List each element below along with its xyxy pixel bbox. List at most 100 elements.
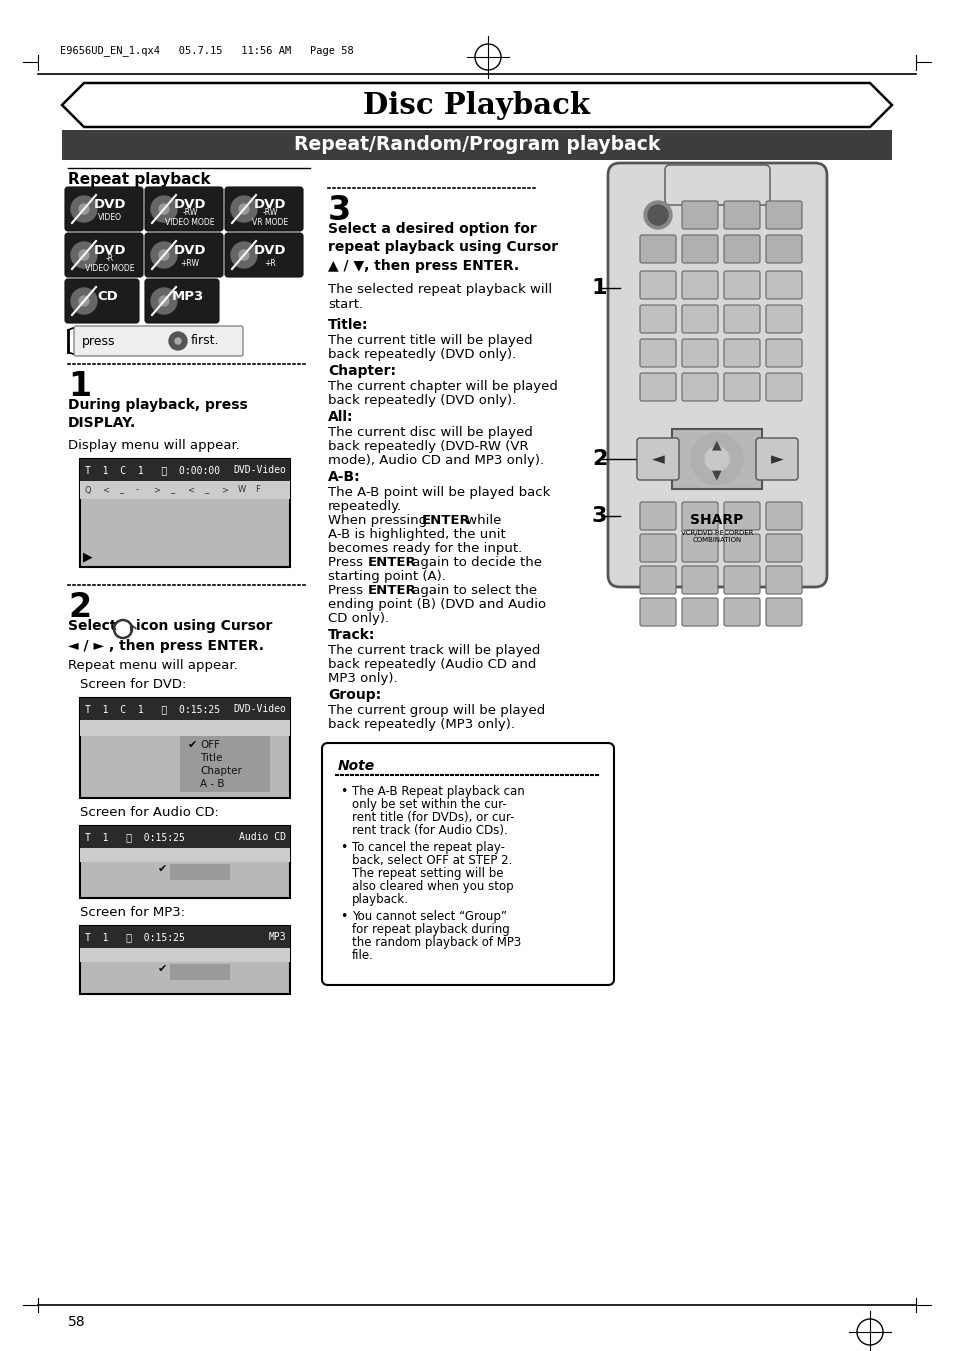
Text: The current title will be played: The current title will be played — [328, 334, 532, 347]
Text: 2: 2 — [592, 449, 607, 469]
Text: +R: +R — [264, 259, 275, 267]
Circle shape — [151, 288, 177, 313]
Text: becomes ready for the input.: becomes ready for the input. — [328, 542, 521, 555]
Text: -: - — [136, 485, 139, 494]
Text: The selected repeat playback will: The selected repeat playback will — [328, 282, 552, 296]
Text: The current track will be played: The current track will be played — [328, 644, 539, 657]
FancyBboxPatch shape — [225, 186, 303, 231]
Circle shape — [71, 242, 97, 267]
FancyBboxPatch shape — [80, 698, 290, 720]
Text: 2: 2 — [68, 590, 91, 624]
Text: >: > — [152, 485, 160, 494]
FancyBboxPatch shape — [755, 438, 797, 480]
FancyBboxPatch shape — [681, 201, 718, 230]
Circle shape — [151, 242, 177, 267]
Text: >: > — [221, 485, 228, 494]
Text: To cancel the repeat play-: To cancel the repeat play- — [352, 842, 504, 854]
Text: A - B: A - B — [200, 780, 224, 789]
Text: T  1   ⏱  0:15:25: T 1 ⏱ 0:15:25 — [85, 832, 185, 842]
Text: During playback, press
DISPLAY.: During playback, press DISPLAY. — [68, 399, 248, 431]
Text: •: • — [339, 842, 347, 854]
Text: back repeatedly (DVD-RW (VR: back repeatedly (DVD-RW (VR — [328, 440, 528, 453]
Text: MP3: MP3 — [268, 932, 286, 942]
FancyBboxPatch shape — [664, 165, 769, 205]
Text: also cleared when you stop: also cleared when you stop — [352, 880, 513, 893]
FancyBboxPatch shape — [681, 305, 718, 332]
FancyBboxPatch shape — [639, 534, 676, 562]
Text: A-B:: A-B: — [328, 470, 360, 484]
Text: SHARP: SHARP — [690, 513, 743, 527]
Text: -RW
VR MODE: -RW VR MODE — [252, 208, 288, 227]
FancyBboxPatch shape — [80, 481, 290, 499]
Text: 1: 1 — [68, 370, 91, 403]
FancyBboxPatch shape — [765, 272, 801, 299]
FancyBboxPatch shape — [639, 373, 676, 401]
FancyBboxPatch shape — [65, 280, 139, 323]
Text: first.: first. — [191, 335, 219, 347]
Text: back repeatedly (DVD only).: back repeatedly (DVD only). — [328, 349, 516, 361]
Text: CD: CD — [97, 290, 118, 303]
Circle shape — [159, 204, 169, 213]
FancyBboxPatch shape — [723, 373, 760, 401]
Text: Disc Playback: Disc Playback — [363, 91, 590, 119]
Circle shape — [643, 201, 671, 230]
Circle shape — [79, 204, 89, 213]
FancyBboxPatch shape — [170, 965, 230, 979]
Text: Repeat/Random/Program playback: Repeat/Random/Program playback — [294, 135, 659, 154]
Text: Repeat menu will appear.: Repeat menu will appear. — [68, 659, 237, 671]
FancyBboxPatch shape — [765, 598, 801, 626]
Text: The A-B point will be played back: The A-B point will be played back — [328, 486, 550, 499]
Circle shape — [71, 196, 97, 222]
Text: back repeatedly (Audio CD and: back repeatedly (Audio CD and — [328, 658, 536, 671]
Text: VIDEO: VIDEO — [98, 213, 122, 222]
Text: All:: All: — [328, 409, 354, 424]
Text: again to select the: again to select the — [408, 584, 537, 597]
FancyBboxPatch shape — [80, 698, 290, 798]
FancyBboxPatch shape — [765, 235, 801, 263]
FancyBboxPatch shape — [145, 232, 223, 277]
Text: ENTER: ENTER — [368, 557, 416, 569]
Circle shape — [169, 332, 187, 350]
FancyBboxPatch shape — [639, 305, 676, 332]
Text: Select: Select — [68, 619, 121, 634]
Text: _: _ — [204, 485, 208, 494]
Text: the random playback of MP3: the random playback of MP3 — [352, 936, 520, 948]
FancyBboxPatch shape — [639, 566, 676, 594]
Text: back repeatedly (MP3 only).: back repeatedly (MP3 only). — [328, 717, 515, 731]
Text: Display menu will appear.: Display menu will appear. — [68, 439, 239, 453]
Text: OFF: OFF — [200, 740, 220, 750]
FancyBboxPatch shape — [65, 186, 143, 231]
Circle shape — [239, 204, 249, 213]
FancyBboxPatch shape — [607, 163, 826, 586]
FancyBboxPatch shape — [74, 326, 243, 357]
FancyBboxPatch shape — [723, 339, 760, 367]
Circle shape — [159, 296, 169, 305]
Circle shape — [79, 250, 89, 259]
FancyBboxPatch shape — [80, 848, 290, 862]
Text: When pressing: When pressing — [328, 513, 431, 527]
Text: repeatedly.: repeatedly. — [328, 500, 402, 513]
FancyBboxPatch shape — [681, 373, 718, 401]
FancyBboxPatch shape — [723, 272, 760, 299]
Text: Screen for MP3:: Screen for MP3: — [80, 907, 185, 919]
FancyBboxPatch shape — [80, 825, 290, 848]
Circle shape — [690, 434, 742, 485]
Text: VCR/DVD RECORDER
COMBINATION: VCR/DVD RECORDER COMBINATION — [680, 531, 753, 543]
FancyBboxPatch shape — [765, 566, 801, 594]
Text: playback.: playback. — [352, 893, 409, 907]
Text: CD only).: CD only). — [328, 612, 389, 626]
FancyBboxPatch shape — [639, 598, 676, 626]
Text: DVD: DVD — [173, 245, 206, 257]
FancyBboxPatch shape — [145, 186, 223, 231]
FancyBboxPatch shape — [765, 339, 801, 367]
FancyBboxPatch shape — [80, 825, 290, 898]
Text: The A-B Repeat playback can: The A-B Repeat playback can — [352, 785, 524, 798]
Text: T  1  C  1   ⏱  0:00:00: T 1 C 1 ⏱ 0:00:00 — [85, 465, 220, 476]
Text: ◄: ◄ — [651, 450, 663, 467]
FancyBboxPatch shape — [80, 925, 290, 994]
Text: for repeat playback during: for repeat playback during — [352, 923, 509, 936]
Text: The current disc will be played: The current disc will be played — [328, 426, 533, 439]
Circle shape — [174, 338, 181, 345]
Text: ▶: ▶ — [83, 550, 92, 563]
Text: DVD-Video: DVD-Video — [233, 704, 286, 713]
